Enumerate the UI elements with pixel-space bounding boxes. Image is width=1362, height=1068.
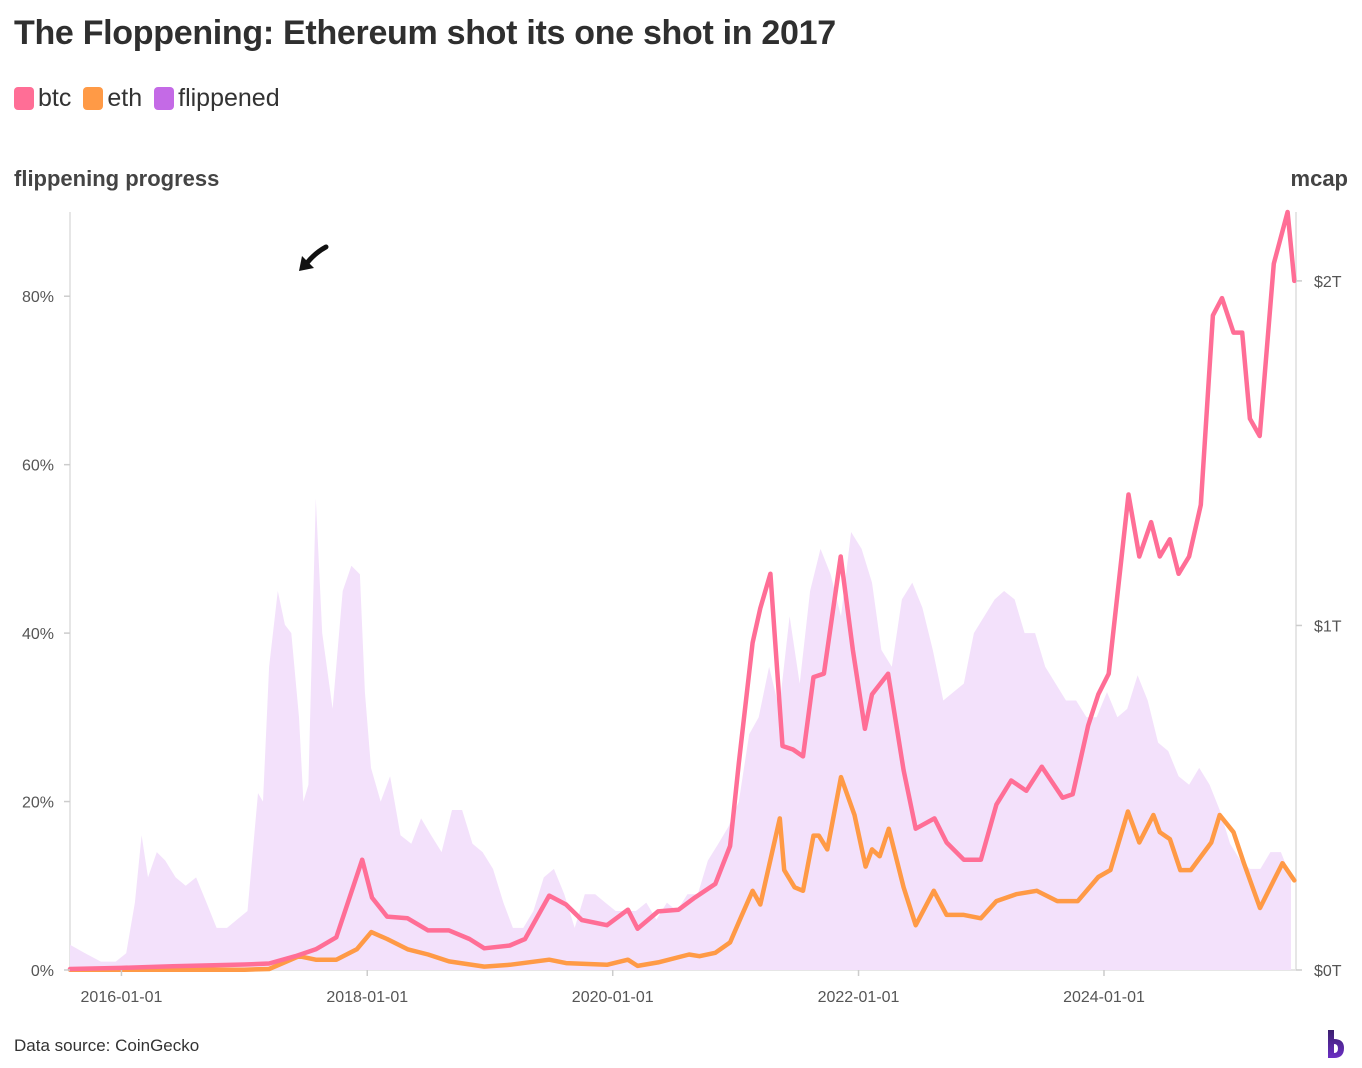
x-tick-label: 2022-01-01 (818, 989, 900, 1006)
right-tick-label: $1T (1314, 618, 1342, 635)
right-tick-label: $2T (1314, 274, 1342, 291)
x-tick-label: 2018-01-01 (326, 989, 408, 1006)
left-axis-title: flippening progress (14, 166, 220, 191)
left-tick-label: 20% (22, 795, 54, 812)
legend: btc eth flippened (14, 84, 292, 113)
legend-label-flippened: flippened (178, 84, 280, 112)
brand-logo-icon (1328, 1030, 1344, 1058)
chart-title: The Floppening: Ethereum shot its one sh… (14, 14, 836, 52)
legend-label-eth: eth (107, 84, 143, 112)
series-line-eth (67, 774, 1297, 972)
left-tick-label: 80% (22, 289, 54, 306)
legend-swatch-btc (14, 87, 34, 110)
series-line-btc (67, 209, 1297, 972)
series-area-flippened (70, 498, 1291, 970)
left-tick-label: 60% (22, 458, 54, 475)
annotation-arrow-icon (298, 244, 329, 271)
x-tick-label: 2020-01-01 (572, 989, 654, 1006)
x-tick-label: 2016-01-01 (81, 989, 163, 1006)
legend-item-eth[interactable]: eth (83, 84, 142, 113)
right-axis-title: mcap (1290, 166, 1348, 191)
legend-swatch-flippened (154, 87, 175, 110)
data-source-note: Data source: CoinGecko (14, 1036, 200, 1055)
legend-swatch-eth (83, 87, 104, 110)
x-tick-label: 2024-01-01 (1063, 989, 1145, 1006)
legend-item-btc[interactable]: btc (14, 84, 71, 113)
legend-label-btc: btc (38, 84, 72, 112)
right-tick-label: $0T (1314, 963, 1342, 980)
legend-item-flippened[interactable]: flippened (154, 84, 280, 113)
left-tick-label: 0% (31, 963, 54, 980)
left-tick-label: 40% (22, 626, 54, 643)
